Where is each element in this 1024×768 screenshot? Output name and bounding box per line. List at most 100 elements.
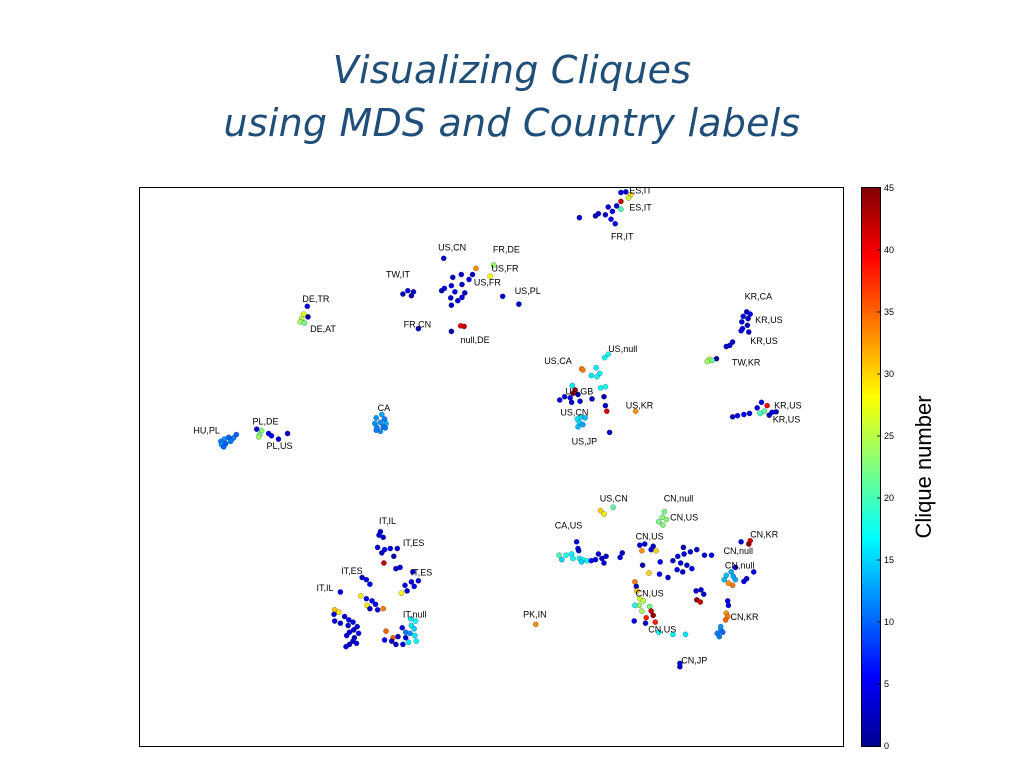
data-point bbox=[454, 297, 461, 304]
country-label: US,CN bbox=[560, 408, 588, 418]
data-point bbox=[738, 319, 745, 325]
data-point bbox=[773, 408, 780, 415]
data-point bbox=[680, 544, 687, 551]
points-layer bbox=[217, 189, 780, 670]
data-point bbox=[408, 292, 415, 299]
data-point bbox=[719, 629, 726, 636]
country-label: PL,US bbox=[267, 441, 293, 451]
data-point bbox=[459, 294, 465, 301]
country-label: CN,null bbox=[664, 494, 694, 504]
country-label: CA bbox=[378, 403, 391, 413]
colorbar-tick-label: 25 bbox=[884, 431, 894, 441]
data-point bbox=[700, 591, 707, 598]
data-point bbox=[618, 189, 624, 196]
data-point bbox=[681, 551, 687, 557]
data-point bbox=[558, 556, 565, 563]
data-point bbox=[378, 550, 385, 556]
data-point bbox=[677, 660, 683, 667]
data-point bbox=[402, 582, 408, 589]
data-point bbox=[609, 208, 616, 215]
data-point bbox=[593, 364, 600, 371]
data-point bbox=[561, 393, 568, 400]
data-point bbox=[532, 621, 539, 628]
country-label: TW,KR bbox=[732, 357, 761, 367]
country-label: FR,IT bbox=[611, 231, 634, 241]
data-point bbox=[461, 323, 467, 330]
data-point bbox=[568, 399, 575, 406]
data-point bbox=[390, 553, 397, 560]
data-point bbox=[397, 564, 403, 571]
data-point bbox=[376, 532, 382, 538]
country-label: DE,TR bbox=[302, 294, 330, 304]
data-point bbox=[415, 577, 422, 584]
data-point bbox=[766, 412, 773, 418]
country-label: FR,DE bbox=[493, 245, 520, 255]
data-point bbox=[469, 271, 476, 278]
plot-area-frame bbox=[139, 187, 844, 747]
country-label: KR,US bbox=[774, 400, 802, 410]
data-point bbox=[754, 405, 761, 411]
colorbar-tick-label: 35 bbox=[884, 307, 894, 317]
data-point bbox=[602, 383, 609, 390]
data-point bbox=[448, 282, 455, 289]
data-point bbox=[220, 444, 227, 450]
country-label: KR,CA bbox=[745, 292, 773, 302]
country-label: US,null bbox=[608, 344, 637, 354]
data-point bbox=[380, 534, 387, 541]
data-point bbox=[387, 545, 394, 552]
data-point bbox=[708, 552, 715, 559]
data-point bbox=[613, 203, 620, 209]
data-point bbox=[646, 570, 652, 576]
data-point bbox=[304, 303, 311, 310]
data-point bbox=[653, 547, 659, 554]
colorbar-tick-label: 45 bbox=[884, 183, 894, 193]
country-label: CN,null bbox=[725, 561, 755, 571]
country-label: CN,null bbox=[724, 546, 754, 556]
data-point bbox=[693, 588, 699, 594]
data-point bbox=[408, 579, 415, 585]
data-point bbox=[404, 588, 410, 594]
country-label: US,CN bbox=[600, 494, 628, 504]
data-point bbox=[643, 614, 650, 621]
data-point bbox=[594, 373, 600, 380]
data-point bbox=[301, 320, 308, 326]
data-point bbox=[601, 393, 607, 400]
data-point bbox=[337, 620, 344, 627]
data-point bbox=[738, 327, 744, 334]
colorbar-tick-label: 0 bbox=[884, 741, 889, 751]
data-point bbox=[701, 552, 708, 559]
chart-title-line-2: using MDS and Country labels bbox=[223, 101, 801, 145]
data-point bbox=[592, 213, 599, 219]
data-point bbox=[407, 615, 414, 622]
data-point bbox=[405, 639, 412, 646]
data-point bbox=[284, 430, 291, 437]
data-point bbox=[447, 295, 454, 301]
data-point bbox=[602, 402, 609, 409]
colorbar-tick-label: 10 bbox=[884, 617, 894, 627]
colorbar-tick-label: 30 bbox=[884, 369, 894, 379]
data-point bbox=[490, 262, 497, 268]
data-point bbox=[372, 601, 379, 608]
data-point bbox=[458, 271, 465, 278]
data-point bbox=[402, 634, 409, 641]
data-point bbox=[674, 566, 680, 573]
data-point bbox=[659, 514, 666, 521]
data-point bbox=[395, 633, 401, 640]
data-point bbox=[576, 214, 583, 221]
data-point bbox=[357, 593, 364, 599]
country-label: CN,US bbox=[636, 532, 664, 542]
country-label: HU,PL bbox=[193, 426, 220, 436]
data-point bbox=[473, 265, 479, 272]
data-point bbox=[641, 541, 648, 547]
data-point bbox=[399, 624, 406, 631]
country-label: CN,US bbox=[648, 625, 676, 635]
data-point bbox=[655, 518, 662, 525]
data-point bbox=[601, 560, 607, 566]
data-point bbox=[353, 640, 360, 647]
data-point bbox=[378, 411, 385, 418]
data-point bbox=[617, 554, 623, 561]
country-label: IT,ES bbox=[411, 567, 433, 577]
data-point bbox=[394, 545, 401, 552]
data-point bbox=[693, 546, 700, 553]
data-point bbox=[569, 382, 576, 389]
